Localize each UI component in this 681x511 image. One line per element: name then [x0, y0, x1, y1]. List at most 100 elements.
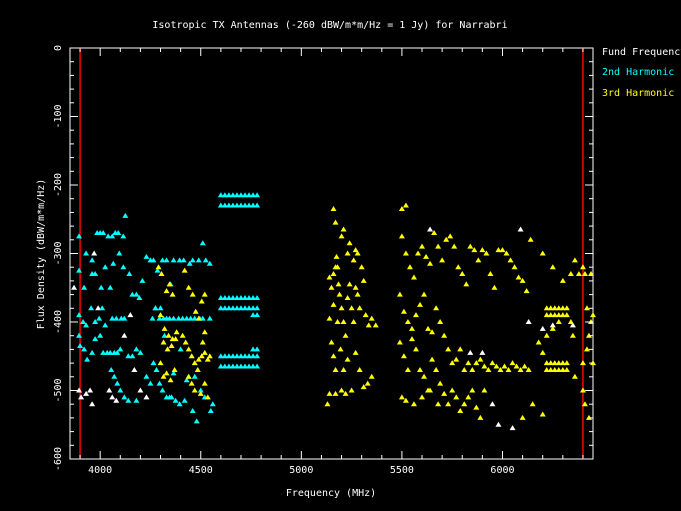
point-s2-142 [433, 305, 440, 311]
point-s2-139 [421, 291, 428, 297]
point-s1-47 [107, 349, 114, 355]
point-s2-98 [398, 205, 405, 211]
point-s1-67 [159, 257, 166, 263]
point-s2-128 [511, 264, 518, 270]
point-s1-74 [189, 257, 196, 263]
point-s2-19 [181, 267, 188, 273]
point-s2-52 [338, 305, 345, 311]
point-s2-71 [332, 366, 339, 372]
point-s2-79 [360, 384, 367, 390]
point-s2-123 [491, 284, 498, 290]
point-s1-121 [221, 192, 228, 198]
point-s2-198 [539, 349, 546, 355]
point-s2-104 [414, 250, 421, 256]
point-s2-143 [437, 319, 444, 324]
point-s1-161 [254, 312, 261, 318]
point-s1-19 [110, 260, 117, 266]
point-s2-5 [157, 312, 164, 318]
point-s1-22 [126, 271, 133, 277]
point-s0-3 [83, 390, 90, 396]
point-s1-101 [176, 401, 183, 407]
point-s1-68 [163, 257, 170, 263]
point-s1-20 [116, 250, 123, 256]
point-s1-16 [98, 284, 105, 290]
point-s2-115 [459, 271, 466, 277]
point-s1-108 [207, 408, 214, 414]
point-s1-123 [229, 192, 236, 198]
point-s2-11 [160, 339, 167, 345]
point-s2-169 [408, 336, 415, 342]
point-s1-117 [177, 346, 184, 352]
point-s0-7 [95, 305, 102, 311]
point-s2-236 [579, 387, 586, 393]
point-s2-7 [165, 332, 172, 338]
point-s2-59 [352, 284, 359, 290]
point-s1-66 [154, 267, 161, 273]
point-s1-84 [166, 315, 173, 321]
point-s1-153 [229, 305, 236, 311]
point-s2-2 [163, 288, 170, 294]
point-s0-6 [91, 250, 98, 256]
point-s2-166 [396, 339, 403, 345]
point-s1-102 [181, 397, 188, 403]
point-s2-124 [495, 247, 502, 253]
y-axis-label: Flux Density (dBW/m*m/Hz) [36, 179, 47, 330]
point-s2-225 [555, 319, 562, 324]
point-s2-147 [453, 356, 460, 362]
point-s2-184 [469, 387, 476, 393]
point-s2-181 [457, 408, 464, 414]
point-s1-92 [199, 315, 206, 321]
point-s0-19 [489, 401, 496, 407]
point-s1-31 [92, 319, 99, 324]
point-s2-189 [402, 397, 409, 403]
point-s2-175 [433, 366, 440, 372]
point-s2-191 [419, 394, 426, 400]
point-s1-175 [221, 363, 228, 369]
point-s1-49 [114, 349, 121, 355]
point-s2-100 [398, 233, 405, 239]
point-s0-11 [121, 332, 128, 338]
point-s2-212 [547, 360, 554, 366]
point-s2-153 [477, 356, 484, 362]
point-s2-163 [517, 366, 524, 372]
point-s2-43 [199, 339, 206, 345]
point-s1-150 [217, 305, 224, 311]
point-s2-60 [354, 291, 361, 297]
y-tick-label--400: -400 [53, 310, 64, 334]
point-s0-17 [467, 349, 474, 355]
point-s2-168 [404, 366, 411, 372]
point-s1-160 [250, 312, 257, 318]
point-s2-176 [437, 380, 444, 386]
y-tick-label--200: -200 [53, 173, 64, 197]
point-s1-144 [233, 295, 240, 301]
point-s1-40 [81, 346, 88, 352]
point-s2-17 [171, 366, 178, 372]
point-s1-166 [233, 353, 240, 359]
point-s2-238 [585, 414, 592, 420]
point-s2-243 [559, 277, 566, 283]
chart-title: Isotropic TX Antennas (-260 dBW/m*m/Hz =… [152, 20, 507, 31]
point-s1-116 [170, 370, 177, 376]
point-s1-51 [125, 353, 132, 359]
point-s2-8 [168, 342, 175, 348]
point-s2-230 [579, 264, 586, 270]
point-s1-1 [83, 250, 90, 256]
point-s2-160 [505, 366, 512, 372]
point-s1-33 [99, 305, 106, 311]
point-s2-141 [429, 329, 436, 335]
point-s2-158 [497, 366, 504, 372]
point-s1-147 [246, 295, 253, 301]
point-s0-9 [109, 394, 116, 400]
point-s1-34 [102, 322, 109, 328]
point-s2-154 [481, 363, 488, 369]
point-s2-14 [173, 329, 180, 335]
point-s0-26 [569, 322, 576, 328]
point-s0-13 [131, 366, 138, 372]
point-s2-213 [551, 360, 558, 366]
point-s1-17 [102, 264, 109, 270]
point-s2-83 [326, 390, 333, 396]
point-s2-135 [404, 319, 411, 324]
point-s1-162 [217, 353, 224, 359]
point-s2-12 [164, 346, 171, 352]
point-s1-176 [225, 363, 232, 369]
